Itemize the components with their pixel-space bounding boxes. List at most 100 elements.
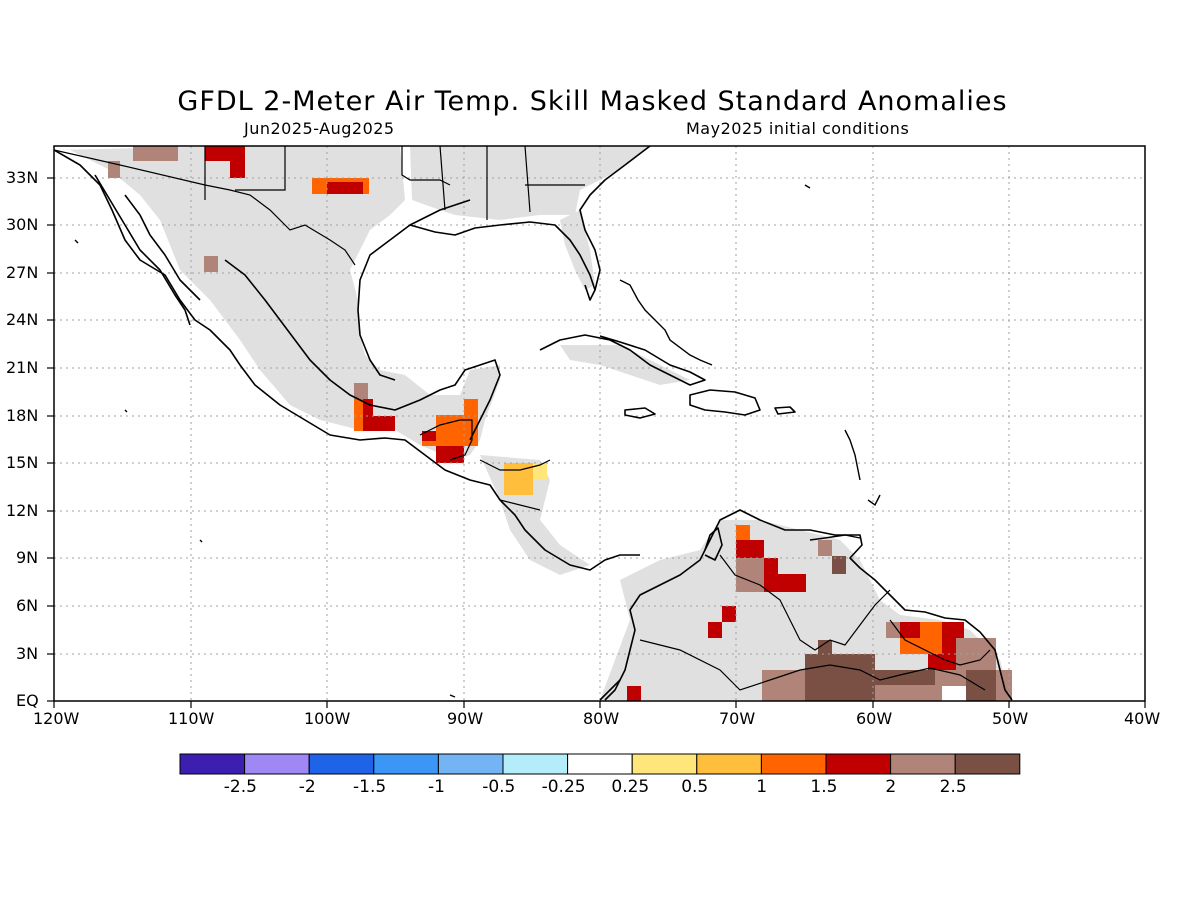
anomaly-cell xyxy=(818,640,832,654)
lon-label: 40W xyxy=(1124,709,1161,728)
island xyxy=(844,429,861,481)
colorbar-label: 1.5 xyxy=(810,777,838,797)
anomaly-cell xyxy=(504,479,533,495)
colorbar-swatch xyxy=(631,753,698,775)
season-label: Jun2025-Aug2025 xyxy=(244,119,395,138)
anomaly-cell xyxy=(327,182,363,194)
lat-label: 30N xyxy=(6,215,39,234)
anomaly-cell xyxy=(966,670,996,701)
anomaly-cells xyxy=(108,146,1012,701)
colorbar-label: -1 xyxy=(428,777,445,797)
colorbar-label: -0.25 xyxy=(541,777,586,797)
lat-label: 27N xyxy=(6,263,39,282)
mask-south-america xyxy=(600,520,1010,700)
anomaly-cell xyxy=(533,463,547,479)
anomaly-cell xyxy=(818,540,832,556)
colorbar-label: -1.5 xyxy=(353,777,387,797)
anomaly-cell xyxy=(778,574,806,592)
anomaly-cell xyxy=(832,556,846,574)
island xyxy=(619,279,713,366)
colorbar-swatch xyxy=(696,753,762,775)
coast-cuba xyxy=(539,334,706,386)
colorbar-label: 2.5 xyxy=(939,777,967,797)
border-us-mexico xyxy=(54,149,356,266)
coast-hispaniola xyxy=(689,389,761,416)
initial-conditions-label: May2025 initial conditions xyxy=(686,119,910,138)
anomaly-cell xyxy=(736,540,764,558)
anomaly-cell xyxy=(354,383,368,399)
anomaly-cell xyxy=(205,146,245,161)
lat-label: 21N xyxy=(6,358,39,377)
island xyxy=(199,539,203,543)
graticule xyxy=(54,146,1145,701)
coast-gulf-mexico xyxy=(224,259,501,441)
colorbar-label: 0.25 xyxy=(611,777,650,797)
colorbar-label: -0.5 xyxy=(482,777,516,797)
colorbar-swatch xyxy=(437,753,504,775)
anomaly-cell xyxy=(363,399,373,431)
coast-puerto-rico xyxy=(774,406,796,415)
borders xyxy=(54,146,991,691)
lon-label: 110W xyxy=(168,709,215,728)
coast-gulf-west xyxy=(357,199,471,381)
coast-north-america xyxy=(54,149,640,571)
colorbar-label: 2 xyxy=(885,777,897,797)
anomaly-cell xyxy=(736,558,764,592)
island xyxy=(867,494,881,507)
anomaly-cell xyxy=(764,558,778,592)
island xyxy=(804,184,811,189)
anomaly-cell xyxy=(504,463,533,479)
border-central xyxy=(479,459,551,511)
coast-florida-east xyxy=(579,146,651,291)
anomaly-cell xyxy=(928,654,956,672)
anomaly-cell xyxy=(373,416,395,431)
lat-label: 24N xyxy=(6,310,39,329)
border-us-states xyxy=(204,146,585,220)
anomaly-cell xyxy=(708,622,722,638)
colorbar-swatch xyxy=(502,753,569,775)
map-title: GFDL 2-Meter Air Temp. Skill Masked Stan… xyxy=(177,86,1008,117)
anomaly-cell xyxy=(886,622,900,638)
lat-label: 33N xyxy=(6,168,39,187)
lon-label: 120W xyxy=(33,709,80,728)
lat-label: 12N xyxy=(6,501,39,520)
anomaly-cell xyxy=(464,399,478,415)
island xyxy=(809,534,861,541)
lon-label: 50W xyxy=(992,709,1029,728)
colorbar-label: 0.5 xyxy=(681,777,709,797)
lat-label: 15N xyxy=(6,453,39,472)
anomaly-cell xyxy=(875,670,935,685)
anomaly-cell xyxy=(436,446,464,463)
colorbar-swatch xyxy=(373,753,439,775)
lon-label: 80W xyxy=(583,709,620,728)
lon-label: 70W xyxy=(719,709,756,728)
colorbar-swatch xyxy=(760,753,827,775)
anomaly-cell xyxy=(722,606,736,622)
coast-south-america xyxy=(604,509,1013,701)
lat-label: 6N xyxy=(16,596,39,615)
colorbar-label: -2 xyxy=(298,777,316,797)
colorbar-swatch xyxy=(567,753,633,775)
lat-label: 3N xyxy=(16,644,39,663)
colorbar-label: 1 xyxy=(756,777,768,797)
border-guatemala xyxy=(419,419,473,461)
mask-us-southeast xyxy=(410,146,650,220)
lat-label: 9N xyxy=(16,548,39,567)
mask-cuba xyxy=(560,345,690,385)
colorbar-swatch xyxy=(825,753,892,775)
mask-mexico-us xyxy=(54,146,500,460)
anomaly-cell xyxy=(422,431,436,441)
anomaly-cell xyxy=(436,415,478,431)
coast-maracaibo xyxy=(704,527,723,561)
anomaly-cell xyxy=(627,686,641,701)
lon-label: 90W xyxy=(447,709,484,728)
anomaly-cell xyxy=(805,654,875,701)
coast-pacific-colombia xyxy=(599,679,621,701)
colorbar-swatch xyxy=(954,753,1021,775)
coastlines xyxy=(54,146,1013,701)
axis-ticks xyxy=(47,177,1146,708)
colorbar xyxy=(179,753,1021,775)
lon-label: 100W xyxy=(304,709,351,728)
island xyxy=(74,239,79,244)
